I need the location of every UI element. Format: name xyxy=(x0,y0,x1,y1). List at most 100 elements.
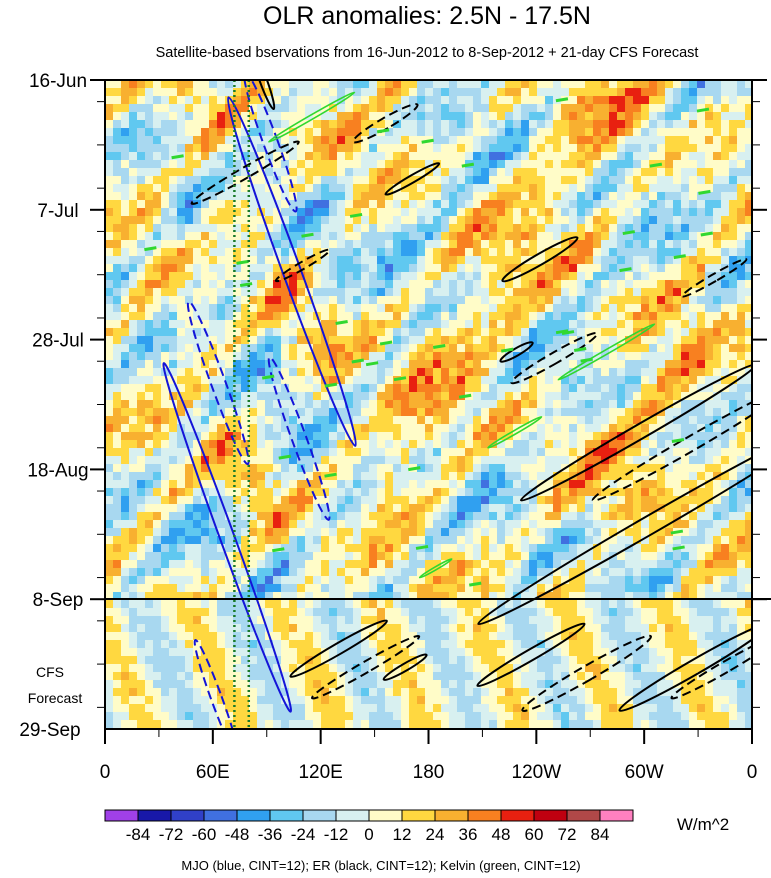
er-contour-17 xyxy=(618,622,752,712)
y-tick-label: 28-Jul xyxy=(32,331,84,352)
kelvin-fragment xyxy=(672,545,685,551)
colorbar-swatch xyxy=(467,809,502,822)
kelvin-fragment xyxy=(673,254,686,260)
colorbar-swatch xyxy=(533,809,568,822)
mjo-contour-5 xyxy=(193,638,240,729)
x-tick-label: 60E xyxy=(196,762,230,783)
kelvin-fragment xyxy=(461,162,475,168)
chart-subtitle: Satellite-based bservations from 16-Jun-… xyxy=(156,45,699,61)
kelvin-fragment xyxy=(408,466,421,472)
er-contour-13 xyxy=(311,634,421,700)
er-contour-8 xyxy=(510,331,599,385)
er-contour-1 xyxy=(190,140,300,205)
y-tick-label: 16-Jun xyxy=(29,71,87,92)
x-tick-label: 120W xyxy=(512,762,562,783)
er-contour-5 xyxy=(501,236,579,283)
kelvin-fragment xyxy=(261,374,275,380)
kelvin-contour-0 xyxy=(268,91,356,143)
colorbar-swatch xyxy=(500,809,535,822)
kelvin-fragment xyxy=(144,246,157,252)
y-tick-label: 8-Sep xyxy=(33,590,84,611)
er-contour-4 xyxy=(274,248,331,283)
er-contour-14 xyxy=(382,653,428,681)
colorbar-label: 60 xyxy=(525,825,544,844)
kelvin-fragment xyxy=(573,347,587,353)
er-contour-0 xyxy=(251,80,276,111)
x-tick-label: 120E xyxy=(298,762,342,783)
mjo-contour-4 xyxy=(267,356,331,521)
y-axis: 16-Jun 7-Jul 28-Jul 18-Aug 8-Sep 29-Sep xyxy=(19,71,767,741)
colorbar-swatch xyxy=(368,809,403,822)
kelvin-fragment xyxy=(335,320,348,325)
colorbar-swatch xyxy=(104,809,139,822)
kelvin-fragment xyxy=(619,267,632,273)
colorbar-label: 36 xyxy=(459,825,478,844)
mjo-contour-1 xyxy=(226,96,357,447)
reference-lines xyxy=(233,80,251,729)
kelvin-contour-1 xyxy=(557,323,656,381)
er-contour-2 xyxy=(352,103,419,144)
colorbar-label: 72 xyxy=(558,825,577,844)
kelvin-fragment xyxy=(561,330,575,336)
kelvin-fragment xyxy=(432,344,446,350)
kelvin-fragment xyxy=(468,581,482,587)
colorbar-label: -12 xyxy=(324,825,349,844)
x-tick-label: 0 xyxy=(747,762,758,783)
er-contour-16 xyxy=(521,634,652,712)
y-end-label: 29-Sep xyxy=(19,720,80,741)
colorbar-label: 84 xyxy=(591,825,610,844)
kelvin-fragment xyxy=(670,529,684,535)
colorbar-swatch xyxy=(236,809,271,822)
er-contour-15 xyxy=(476,622,586,688)
colorbar-label: 0 xyxy=(364,825,373,844)
colorbar-label: -36 xyxy=(258,825,283,844)
colorbar-label: -24 xyxy=(291,825,316,844)
kelvin-contour-2 xyxy=(487,415,543,449)
olr-anomaly-field xyxy=(105,80,752,729)
er-contour-9 xyxy=(519,363,752,502)
wave-contours xyxy=(144,80,752,729)
kelvin-fragment xyxy=(324,472,337,478)
kelvin-fragment xyxy=(171,154,184,160)
kelvin-fragment xyxy=(671,438,685,443)
mjo-contour-0 xyxy=(243,80,298,213)
y-tick-label: 7-Jul xyxy=(37,201,78,222)
colorbar-swatch xyxy=(203,809,238,822)
kelvin-fragment xyxy=(580,357,593,363)
kelvin-fragment xyxy=(236,259,249,265)
kelvin-fragment xyxy=(555,97,569,103)
kelvin-fragment xyxy=(365,361,379,367)
colorbar-swatch xyxy=(599,809,634,822)
kelvin-fragment xyxy=(351,358,365,364)
colorbar-label: 48 xyxy=(492,825,511,844)
x-tick-label: 0 xyxy=(100,762,111,783)
colorbar-swatch xyxy=(269,809,304,822)
colorbar-swatch xyxy=(566,809,601,822)
kelvin-contour-3 xyxy=(418,558,453,579)
x-tick-label: 60W xyxy=(625,762,664,783)
colorbar-swatch xyxy=(335,809,370,822)
mjo-contour-2 xyxy=(162,362,292,713)
er-contour-11 xyxy=(477,424,752,626)
kelvin-fragment xyxy=(421,138,434,144)
colorbar-label: -60 xyxy=(192,825,217,844)
kelvin-fragment xyxy=(696,107,710,113)
kelvin-fragment xyxy=(376,128,390,134)
x-axis: 0 60E 120E 180 120W 60W 0 xyxy=(100,729,758,783)
colorbar-swatch xyxy=(170,809,205,822)
forecast-label-line2: Forecast xyxy=(28,690,83,706)
er-contour-3 xyxy=(384,162,441,196)
kelvin-fragment xyxy=(501,347,514,353)
kelvin-fragment xyxy=(393,376,407,382)
colorbar-label: -84 xyxy=(126,825,151,844)
kelvin-fragment xyxy=(272,547,285,553)
kelvin-fragment xyxy=(324,382,338,388)
kelvin-fragment xyxy=(349,212,363,218)
er-contour-7 xyxy=(499,341,534,363)
y-tick-label: 18-Aug xyxy=(27,460,88,481)
colorbar-label: 12 xyxy=(393,825,412,844)
colorbar-label: -48 xyxy=(225,825,250,844)
er-contour-6 xyxy=(681,257,748,298)
kelvin-fragment xyxy=(458,393,472,399)
